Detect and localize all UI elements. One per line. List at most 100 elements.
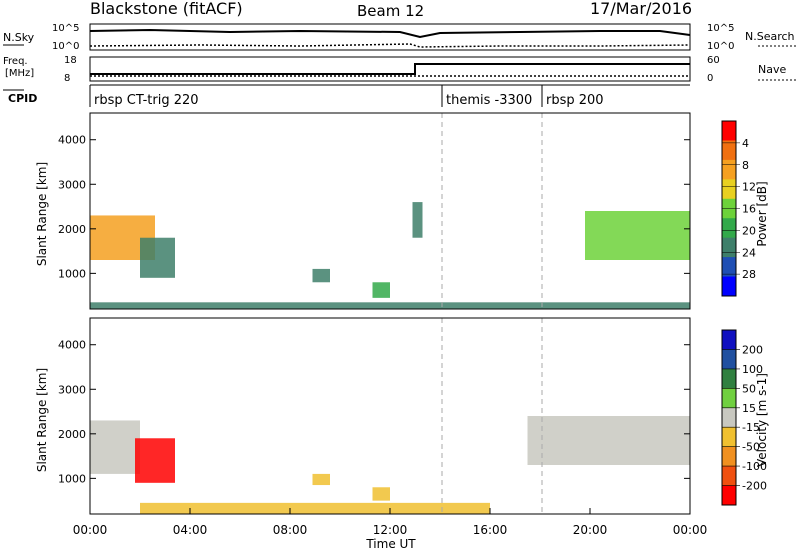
power-echo-region-5 [412, 202, 423, 238]
nave-tick-high: 60 [707, 55, 720, 66]
power-colorbar-label: Power [dB] [755, 181, 769, 246]
velocity-colorbar-frame [721, 329, 737, 506]
n-search-tick-low: 10^0 [707, 41, 734, 52]
velocity-colorbar-swatch-8 [722, 485, 736, 506]
power-colorbar-swatch-8 [722, 276, 736, 297]
velocity-echo-region-0 [90, 420, 140, 474]
power-echo-region-2 [90, 302, 690, 309]
velocity-y-axis-label: Slant Range [km] [35, 368, 49, 472]
n-sky-line [89, 28, 691, 39]
power-colorbar-swatch-3 [722, 179, 736, 200]
velocity-colorbar-swatch-7 [722, 466, 736, 487]
n-sky-tick-low: 10^0 [52, 41, 79, 52]
velocity-panel: 1000 2000 3000 4000 00:00 04:00 08:00 12:00 16:… [35, 317, 708, 551]
freq-tick-high: 18 [64, 55, 77, 66]
velocity-colorbar-tick-label-2: 50 [742, 382, 756, 395]
power-colorbar-tick-label-4: 20 [742, 224, 756, 237]
velocity-ytick-label-2: 3000 [58, 383, 86, 396]
xtick-label-5: 20:00 [573, 523, 608, 537]
velocity-echo-region-5 [527, 416, 690, 465]
power-colorbar-tick-label-3: 16 [742, 203, 756, 216]
xtick-label-4: 16:00 [473, 523, 508, 537]
power-echo-layer [90, 202, 690, 309]
station-title: Blackstone (fitACF) [90, 0, 243, 18]
velocity-colorbar-tick-label-6: -100 [742, 460, 767, 473]
velocity-colorbar-tick-label-0: 200 [742, 343, 763, 356]
velocity-colorbar-swatch-1 [722, 349, 736, 370]
power-ytick-label-0: 1000 [58, 267, 86, 280]
velocity-colorbar-tick-label-7: -200 [742, 480, 767, 493]
velocity-echo-region-2 [140, 502, 490, 514]
velocity-ytick-label-3: 4000 [58, 339, 86, 352]
time-axis-label: Time UT [365, 537, 416, 551]
power-ytick-label-1: 2000 [58, 223, 86, 236]
velocity-colorbar-tick-label-4: -15 [742, 421, 760, 434]
power-echo-region-1 [140, 237, 175, 278]
n-search-tick-high: 10^5 [707, 23, 734, 34]
power-colorbar-tick-label-5: 24 [742, 246, 756, 259]
velocity-colorbar-swatch-0 [722, 330, 736, 350]
xtick-label-0: 00:00 [73, 523, 108, 537]
velocity-colorbar-swatch-2 [722, 368, 736, 389]
velocity-echo-region-4 [372, 487, 390, 501]
n-sky-tick-high: 10^5 [52, 23, 79, 34]
power-colorbar-swatch-2 [722, 159, 736, 180]
cpid-segment-1: rbsp CT-trig 220 [94, 93, 199, 108]
cpid-panel: CPID rbsp CT-trig 220 themis -3300 rbsp … [3, 84, 690, 108]
velocity-ytick-label-0: 1000 [58, 472, 86, 485]
freq-label-2: [MHz] [5, 68, 34, 79]
velocity-ytick-label-1: 2000 [58, 428, 86, 441]
freq-label-1: Freq. [3, 56, 28, 67]
power-colorbar: 4 8 12 16 20 24 28 [721, 120, 756, 297]
n-sky-label: N.Sky [3, 31, 35, 44]
power-echo-region-6 [585, 211, 690, 260]
velocity-x-ticks: 00:00 04:00 08:00 12:00 16:00 20:00 00:00 [73, 508, 708, 537]
velocity-colorbar: 200 100 50 15 -15 -50 -100 -200 [721, 329, 767, 506]
power-colorbar-swatch-6 [722, 237, 736, 258]
beam-label: Beam 12 [357, 2, 424, 20]
date-label: 17/Mar/2016 [590, 0, 692, 18]
power-colorbar-swatch-5 [722, 218, 736, 239]
velocity-echo-layer [90, 416, 690, 514]
n-search-line [89, 43, 691, 48]
power-panel: 1000 2000 3000 4000 Slant Range [km] [35, 112, 691, 310]
power-ytick-label-3: 4000 [58, 134, 86, 147]
xtick-label-6: 00:00 [673, 523, 708, 537]
freq-tick-low: 8 [64, 73, 70, 84]
velocity-colorbar-label: Velocity [m s-1] [755, 373, 769, 467]
nave-tick-low: 0 [707, 73, 713, 84]
power-colorbar-tick-label-0: 4 [742, 137, 749, 150]
velocity-echo-region-1 [135, 438, 175, 483]
cpid-segment-2: themis -3300 [446, 93, 532, 108]
power-y-axis-label: Slant Range [km] [35, 162, 49, 266]
power-colorbar-swatch-7 [722, 257, 736, 278]
power-colorbar-tick-label-2: 12 [742, 181, 756, 194]
velocity-colorbar-tick-label-1: 100 [742, 363, 763, 376]
power-ytick-label-2: 3000 [58, 178, 86, 191]
velocity-colorbar-tick-label-5: -50 [742, 441, 760, 454]
power-colorbar-swatch-1 [722, 140, 736, 161]
power-colorbar-tick-label-6: 28 [742, 268, 756, 281]
xtick-label-3: 12:00 [373, 523, 408, 537]
velocity-colorbar-swatch-4 [722, 407, 736, 428]
freq-line [90, 63, 690, 75]
n-search-label: N.Search [745, 30, 795, 43]
power-echo-region-3 [312, 268, 330, 283]
nave-label: Nave [758, 63, 786, 76]
xtick-label-2: 08:00 [273, 523, 308, 537]
cpid-segment-3: rbsp 200 [546, 93, 604, 108]
velocity-colorbar-swatch-6 [722, 446, 736, 467]
power-colorbar-tick-label-1: 8 [742, 159, 749, 172]
xtick-label-1: 04:00 [173, 523, 208, 537]
velocity-colorbar-swatch-5 [722, 427, 736, 448]
power-echo-region-4 [372, 282, 390, 298]
power-y-ticks: 1000 2000 3000 4000 [58, 134, 690, 280]
velocity-colorbar-swatch-3 [722, 388, 736, 409]
velocity-colorbar-tick-label-3: 15 [742, 402, 756, 415]
velocity-echo-region-3 [312, 473, 330, 486]
freq-panel: Freq. [MHz] 18 8 60 0 Nave [3, 55, 796, 84]
velocity-y-ticks: 1000 2000 3000 4000 [58, 339, 690, 485]
power-colorbar-swatch-0 [722, 121, 736, 141]
noise-panel: N.Sky 10^5 10^0 10^5 10^0 N.Search [3, 23, 796, 52]
